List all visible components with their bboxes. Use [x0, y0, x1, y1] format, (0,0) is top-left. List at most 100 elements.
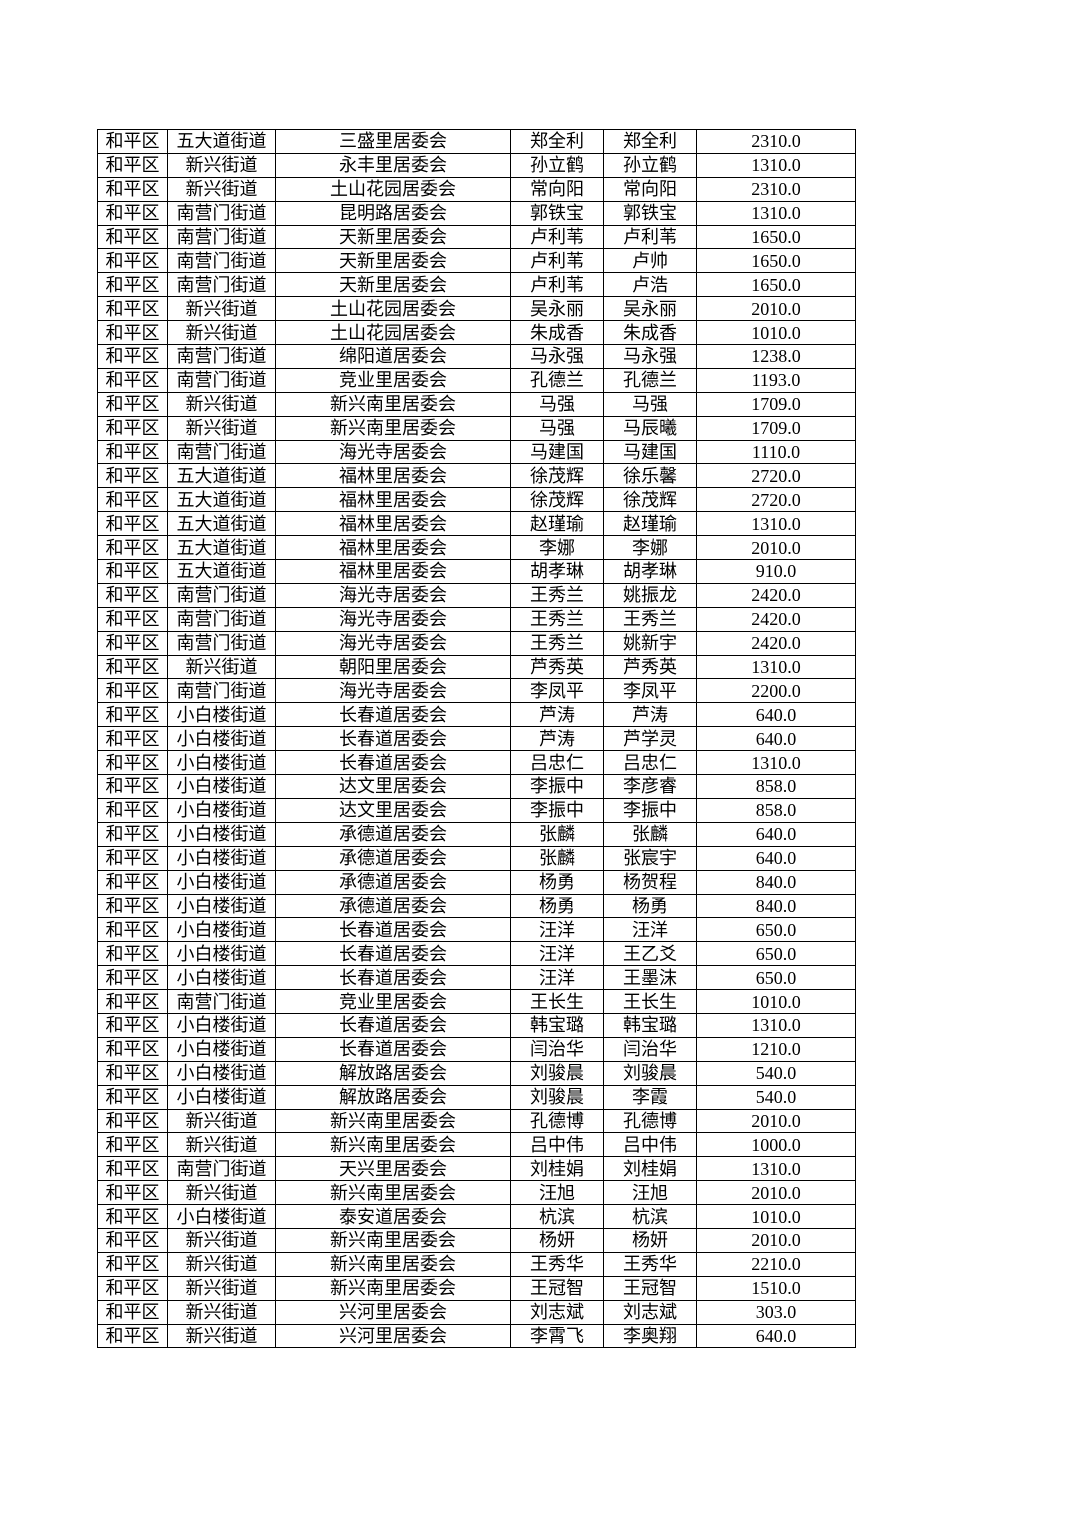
member-cell: 汪旭 [603, 1180, 697, 1206]
householder-cell: 李凤平 [510, 678, 604, 704]
householder-cell: 王秀兰 [510, 582, 604, 608]
street-cell: 新兴街道 [167, 1180, 276, 1206]
committee-cell: 海光寺居委会 [275, 439, 511, 465]
amount-cell: 1310.0 [696, 750, 856, 776]
amount-cell: 1000.0 [696, 1132, 856, 1158]
householder-cell: 刘骏晨 [510, 1060, 604, 1086]
member-cell: 芦秀英 [603, 654, 697, 680]
district-cell: 和平区 [97, 893, 168, 919]
member-cell: 徐茂辉 [603, 487, 697, 513]
district-cell: 和平区 [97, 296, 168, 322]
table-row: 和平区 小白楼街道 泰安道居委会 杭滨 杭滨 1010.0 [97, 1204, 856, 1229]
committee-cell: 新兴南里居委会 [275, 1275, 511, 1301]
street-cell: 小白楼街道 [167, 845, 276, 871]
member-cell: 王长生 [603, 989, 697, 1014]
table-row: 和平区 小白楼街道 承德道居委会 张麟 张宸宇 640.0 [97, 845, 856, 871]
district-cell: 和平区 [97, 1275, 168, 1301]
table-row: 和平区 五大道街道 福林里居委会 胡孝琳 胡孝琳 910.0 [97, 559, 856, 584]
committee-cell: 长春道居委会 [275, 702, 511, 728]
district-cell: 和平区 [97, 415, 168, 441]
amount-cell: 1010.0 [696, 320, 856, 346]
amount-cell: 2310.0 [696, 176, 856, 202]
street-cell: 新兴街道 [167, 1227, 276, 1253]
householder-cell: 杭滨 [510, 1204, 604, 1229]
street-cell: 新兴街道 [167, 1251, 276, 1277]
district-cell: 和平区 [97, 487, 168, 513]
district-cell: 和平区 [97, 511, 168, 537]
district-cell: 和平区 [97, 1132, 168, 1158]
street-cell: 小白楼街道 [167, 1060, 276, 1086]
member-cell: 汪洋 [603, 917, 697, 943]
table-row: 和平区 新兴街道 土山花园居委会 朱成香 朱成香 1010.0 [97, 320, 856, 346]
householder-cell: 张麟 [510, 845, 604, 871]
amount-cell: 2010.0 [696, 1180, 856, 1206]
committee-cell: 兴河里居委会 [275, 1299, 511, 1325]
householder-cell: 徐茂辉 [510, 463, 604, 489]
amount-cell: 540.0 [696, 1060, 856, 1086]
district-cell: 和平区 [97, 224, 168, 250]
street-cell: 南营门街道 [167, 1156, 276, 1182]
district-cell: 和平区 [97, 797, 168, 823]
amount-cell: 858.0 [696, 797, 856, 823]
committee-cell: 福林里居委会 [275, 511, 511, 537]
street-cell: 南营门街道 [167, 248, 276, 274]
district-cell: 和平区 [97, 774, 168, 799]
table-row: 和平区 南营门街道 天新里居委会 卢利苇 卢利苇 1650.0 [97, 224, 856, 250]
committee-cell: 长春道居委会 [275, 1012, 511, 1038]
amount-cell: 1650.0 [696, 272, 856, 298]
table-row: 和平区 新兴街道 新兴南里居委会 马强 马辰曦 1709.0 [97, 415, 856, 441]
householder-cell: 孔德兰 [510, 367, 604, 393]
data-table: 和平区 五大道街道 三盛里居委会 郑全利 郑全利 2310.0 和平区 新兴街道 永丰里居委会孙… [97, 129, 856, 1349]
householder-cell: 汪洋 [510, 941, 604, 967]
street-cell: 新兴街道 [167, 654, 276, 680]
district-cell: 和平区 [97, 1060, 168, 1086]
district-cell: 和平区 [97, 439, 168, 465]
member-cell: 胡孝琳 [603, 559, 697, 584]
district-cell: 和平区 [97, 1156, 168, 1182]
member-cell: 李彦睿 [603, 774, 697, 799]
member-cell: 马辰曦 [603, 415, 697, 441]
district-cell: 和平区 [97, 559, 168, 584]
member-cell: 李奥翔 [603, 1323, 697, 1349]
committee-cell: 天新里居委会 [275, 272, 511, 298]
street-cell: 南营门街道 [167, 606, 276, 632]
committee-cell: 绵阳道居委会 [275, 344, 511, 369]
amount-cell: 640.0 [696, 821, 856, 847]
street-cell: 小白楼街道 [167, 1012, 276, 1038]
district-cell: 和平区 [97, 869, 168, 895]
committee-cell: 福林里居委会 [275, 487, 511, 513]
table-row: 和平区 南营门街道 海光寺居委会 李凤平 李凤平 2200.0 [97, 678, 856, 704]
street-cell: 小白楼街道 [167, 821, 276, 847]
member-cell: 卢浩 [603, 272, 697, 298]
amount-cell: 1709.0 [696, 391, 856, 417]
table-row: 和平区 南营门街道 海光寺居委会 王秀兰 王秀兰 2420.0 [97, 606, 856, 632]
member-cell: 张宸宇 [603, 845, 697, 871]
street-cell: 小白楼街道 [167, 702, 276, 728]
householder-cell: 杨勇 [510, 869, 604, 895]
amount-cell: 2420.0 [696, 630, 856, 656]
table-row: 和平区 南营门街道 昆明路居委会 郭铁宝 郭铁宝 1310.0 [97, 200, 856, 226]
committee-cell: 天兴里居委会 [275, 1156, 511, 1182]
committee-cell: 解放路居委会 [275, 1084, 511, 1110]
householder-cell: 芦秀英 [510, 654, 604, 680]
householder-cell: 李霄飞 [510, 1323, 604, 1349]
householder-cell: 孙立鹤 [510, 152, 604, 178]
member-cell: 刘志斌 [603, 1299, 697, 1325]
table-row: 和平区 五大道街道 福林里居委会 赵瑾瑜 赵瑾瑜 1310.0 [97, 511, 856, 537]
committee-cell: 竞业里居委会 [275, 367, 511, 393]
street-cell: 新兴街道 [167, 152, 276, 178]
amount-cell: 640.0 [696, 702, 856, 728]
amount-cell: 1310.0 [696, 200, 856, 226]
district-cell: 和平区 [97, 1084, 168, 1110]
member-cell: 吴永丽 [603, 296, 697, 322]
street-cell: 五大道街道 [167, 463, 276, 489]
member-cell: 马建国 [603, 439, 697, 465]
table-row: 和平区 新兴街道 新兴南里居委会 孔德博 孔德博 2010.0 [97, 1108, 856, 1134]
amount-cell: 2200.0 [696, 678, 856, 704]
householder-cell: 吕忠仁 [510, 750, 604, 776]
amount-cell: 858.0 [696, 774, 856, 799]
committee-cell: 土山花园居委会 [275, 176, 511, 202]
member-cell: 芦涛 [603, 702, 697, 728]
amount-cell: 1110.0 [696, 439, 856, 465]
district-cell: 和平区 [97, 1251, 168, 1277]
